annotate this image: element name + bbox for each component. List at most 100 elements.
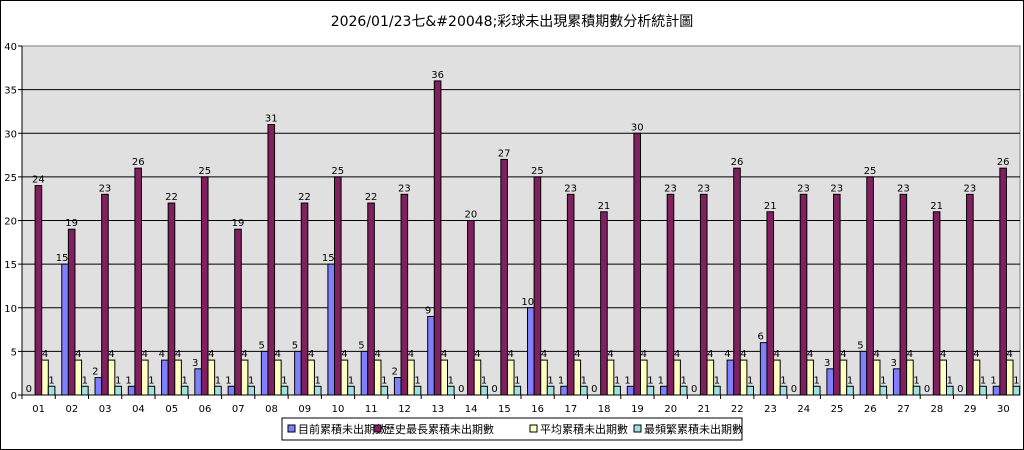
y-tick-label: 30 (4, 129, 17, 140)
data-label: 1 (348, 375, 354, 386)
bar-1-05 (161, 359, 169, 396)
x-tick-label: 07 (232, 404, 245, 415)
x-tick-label: 16 (531, 404, 544, 415)
bar-1-10 (327, 263, 335, 396)
data-label: 1 (248, 375, 254, 386)
x-tick-label: 24 (797, 404, 810, 415)
data-label: 36 (431, 70, 444, 81)
y-tick-label: 0 (11, 391, 17, 402)
data-label: 1 (847, 375, 853, 386)
data-label: 15 (322, 253, 335, 264)
bar-2-22 (733, 167, 741, 396)
bar-3-24 (806, 359, 814, 396)
data-label: 0 (458, 384, 464, 395)
bar-3-30 (1005, 359, 1014, 396)
legend-swatch-1 (287, 424, 296, 433)
bar-3-27 (906, 359, 914, 396)
x-tick-label: 08 (265, 404, 278, 415)
bar-2-23 (766, 211, 775, 396)
legend-label-4: 最頻繁累積未出期數 (644, 422, 743, 436)
bar-1-30 (992, 385, 1001, 396)
x-axis: 01 02 03 04 05 06 07 08 09 10 11 12 13 14 15 16 17 18 19 20… (21, 394, 1020, 415)
bar-3-23 (773, 359, 781, 396)
data-label: 1 (225, 375, 231, 386)
data-label: 1 (747, 375, 753, 386)
bar-2-16 (533, 176, 542, 396)
data-label: 26 (132, 157, 145, 168)
x-tick-label: 09 (298, 404, 311, 415)
data-label: 4 (441, 349, 447, 360)
bar-3-22 (739, 359, 748, 396)
bar-2-10 (334, 176, 342, 396)
data-label: 1 (658, 375, 664, 386)
bar-3-17 (573, 359, 582, 396)
bar-3-09 (307, 359, 315, 396)
x-tick-label: 26 (864, 404, 877, 415)
data-label: 1 (680, 375, 686, 386)
bar-3-04 (141, 359, 149, 396)
bar-2-09 (300, 202, 309, 396)
data-label: 2 (392, 367, 398, 378)
data-label: 9 (425, 305, 431, 316)
bar-3-01 (41, 359, 49, 396)
data-label: 4 (707, 349, 713, 360)
data-label: 4 (724, 349, 730, 360)
x-tick-label: 05 (165, 404, 178, 415)
bar-3-13 (440, 359, 448, 396)
data-label: 23 (398, 183, 411, 194)
bar-3-29 (972, 359, 981, 396)
data-label: 4 (973, 349, 979, 360)
bar-3-20 (673, 359, 681, 396)
legend-swatch-4 (633, 424, 642, 433)
bar-1-08 (260, 350, 269, 396)
data-label: 3 (824, 358, 830, 369)
data-label: 15 (56, 253, 69, 264)
data-label: 1 (714, 375, 720, 386)
data-label: 0 (591, 384, 597, 395)
data-label: 1 (115, 375, 121, 386)
bar-3-05 (174, 359, 182, 396)
x-tick-label: 21 (698, 404, 711, 415)
x-tick-label: 12 (398, 404, 411, 415)
bar-4-29 (979, 385, 987, 396)
data-label: 1 (1013, 375, 1019, 386)
bar-1-25 (826, 368, 835, 396)
data-label: 22 (365, 192, 378, 203)
bar-2-15 (500, 158, 508, 396)
data-label: 1 (48, 375, 54, 386)
data-label: 25 (198, 166, 211, 177)
bar-1-20 (660, 385, 668, 396)
data-label: 27 (498, 148, 511, 159)
bar-3-08 (274, 359, 282, 396)
bar-1-27 (892, 368, 901, 396)
data-label: 4 (740, 349, 746, 360)
bar-2-04 (134, 167, 142, 396)
data-label: 4 (508, 349, 514, 360)
bar-2-20 (666, 193, 675, 396)
data-label: 4 (341, 349, 347, 360)
bar-4-07 (247, 385, 255, 396)
data-label: 4 (175, 349, 181, 360)
bar-2-17 (566, 193, 575, 396)
data-label: 1 (614, 375, 620, 386)
data-label: 0 (691, 384, 697, 395)
bar-3-15 (506, 359, 515, 396)
legend-swatch-3 (529, 424, 538, 433)
bar-3-25 (839, 359, 848, 396)
data-label: 4 (674, 349, 680, 360)
y-tick-label: 25 (4, 173, 17, 184)
bar-1-07 (227, 385, 236, 396)
bar-2-27 (899, 193, 908, 396)
data-label: 1 (381, 375, 387, 386)
bar-1-23 (759, 342, 768, 396)
x-tick-label: 14 (465, 404, 478, 415)
y-axis: 0 5 10 15 20 25 30 35 40 (4, 42, 23, 402)
data-label: 1 (990, 375, 996, 386)
data-label: 0 (26, 384, 32, 395)
bar-2-06 (200, 176, 209, 396)
bar-2-30 (999, 167, 1007, 396)
bar-1-26 (859, 350, 868, 396)
data-label: 0 (957, 384, 963, 395)
x-tick-label: 13 (431, 404, 444, 415)
x-tick-label: 19 (631, 404, 644, 415)
